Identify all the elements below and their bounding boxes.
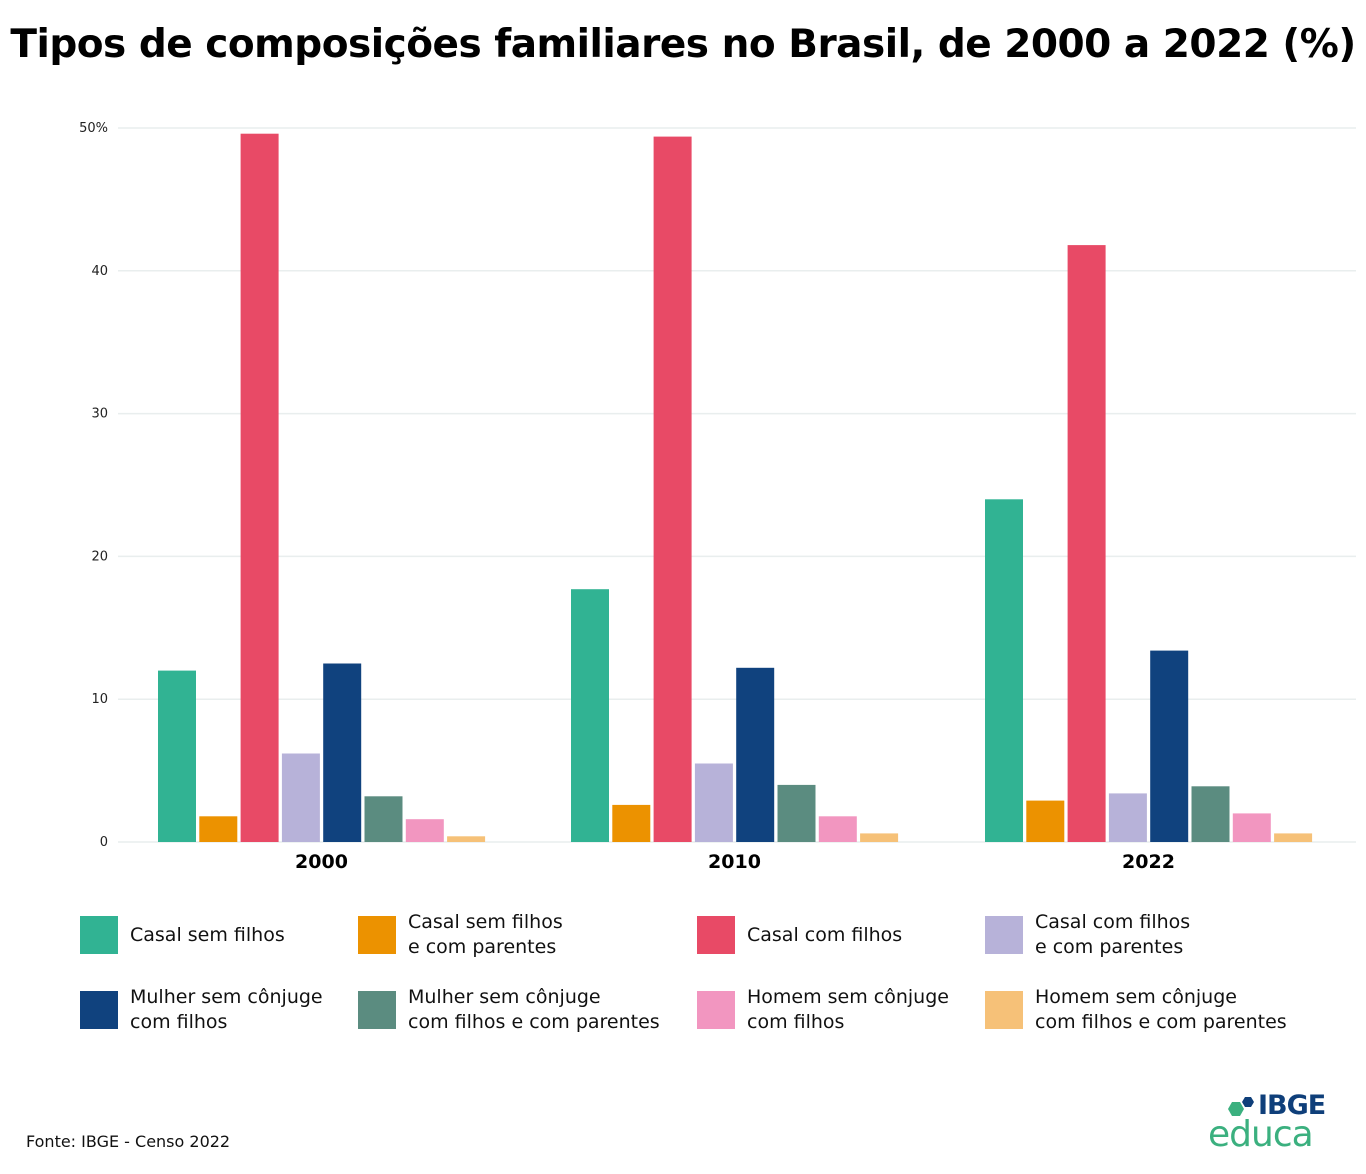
bar [612, 804, 651, 842]
bar [447, 836, 486, 842]
ibge-educa-logo: IBGE educa [1208, 1090, 1338, 1155]
legend-label: Homem sem cônjuge com filhos e com paren… [1035, 986, 1287, 1033]
bar [1067, 245, 1106, 843]
legend-swatch [697, 916, 735, 954]
bar [1150, 650, 1189, 842]
y-tick-label: 50% [79, 121, 108, 136]
legend-swatch [80, 916, 118, 954]
legend-item: Mulher sem cônjuge com filhos [80, 985, 323, 1035]
hexagon-icon [1228, 1097, 1254, 1116]
bar-chart: 0 10 20 30 40 50% 2000 2010 2022 [79, 121, 1356, 873]
x-axis-ticks: 2000 2010 2022 [295, 851, 1175, 873]
bar [1026, 800, 1065, 842]
bar [653, 136, 692, 843]
legend-label: Casal com filhos e com parentes [1035, 911, 1191, 958]
bar [158, 670, 196, 842]
bar [281, 753, 320, 842]
legend-label: Mulher sem cônjuge com filhos e com pare… [408, 986, 660, 1033]
legend-item: Homem sem cônjuge com filhos [697, 985, 949, 1035]
legend-swatch [985, 991, 1023, 1029]
bar [1274, 833, 1313, 842]
bar [1191, 786, 1230, 842]
bar [777, 784, 816, 842]
bar [694, 763, 733, 842]
legend-item: Casal com filhos e com parentes [985, 910, 1190, 960]
legend-label: Homem sem cônjuge com filhos [747, 986, 949, 1033]
legend-label: Casal sem filhos e com parentes [408, 911, 563, 958]
legend-item: Casal sem filhos [80, 910, 285, 960]
y-axis-ticks: 0 10 20 30 40 50% [79, 121, 108, 850]
legend-label: Casal sem filhos [130, 923, 285, 946]
y-tick-label: 40 [91, 264, 108, 279]
y-tick-label: 30 [91, 407, 108, 422]
chart-title: Tipos de composições familiares no Brasi… [10, 22, 1356, 67]
legend: Casal sem filhos Casal sem filhos e com p… [80, 910, 1360, 1050]
legend-swatch [358, 916, 396, 954]
bar [571, 589, 609, 842]
legend-item: Mulher sem cônjuge com filhos e com pare… [358, 985, 660, 1035]
logo-text-ibge: IBGE [1258, 1090, 1326, 1121]
source-note: Fonte: IBGE - Censo 2022 [26, 1132, 231, 1151]
bar [860, 833, 899, 842]
legend-label: Casal com filhos [747, 923, 903, 946]
bar [364, 796, 403, 842]
bar [240, 133, 279, 842]
bar [736, 667, 775, 842]
legend-label: Mulher sem cônjuge com filhos [130, 986, 323, 1033]
bar [1108, 793, 1147, 842]
bars [158, 133, 1313, 843]
legend-item: Casal sem filhos e com parentes [358, 910, 563, 960]
x-tick-label: 2022 [1122, 851, 1175, 873]
bar [199, 816, 238, 842]
bar [985, 499, 1023, 842]
logo-text-educa: educa [1208, 1114, 1314, 1155]
legend-swatch [80, 991, 118, 1029]
x-tick-label: 2010 [708, 851, 761, 873]
legend-swatch [358, 991, 396, 1029]
legend-item: Casal com filhos [697, 910, 902, 960]
bar [323, 663, 362, 842]
y-tick-label: 0 [100, 835, 108, 850]
bar [818, 816, 857, 842]
y-tick-label: 10 [91, 692, 108, 707]
bar [405, 819, 444, 842]
y-tick-label: 20 [91, 549, 108, 564]
bar [1232, 813, 1271, 842]
legend-item: Homem sem cônjuge com filhos e com paren… [985, 985, 1287, 1035]
legend-swatch [697, 991, 735, 1029]
x-tick-label: 2000 [295, 851, 348, 873]
legend-swatch [985, 916, 1023, 954]
